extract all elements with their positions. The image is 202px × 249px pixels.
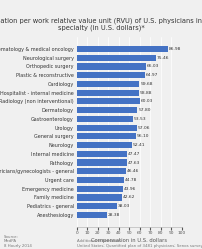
Text: 28.38: 28.38: [107, 213, 120, 217]
Text: 52.41: 52.41: [133, 143, 145, 147]
Bar: [77, 46, 168, 52]
Bar: [77, 133, 136, 139]
Bar: [77, 116, 133, 122]
Text: 47.63: 47.63: [128, 161, 140, 165]
Text: 38.03: 38.03: [118, 204, 130, 208]
Bar: [77, 55, 156, 61]
Bar: [77, 63, 146, 69]
Text: Compensation per work relative value unit (RVU) of U.S. physicians in 2013, by
s: Compensation per work relative value uni…: [0, 17, 202, 31]
Text: 58.88: 58.88: [139, 91, 152, 95]
Text: 57.80: 57.80: [138, 108, 151, 112]
Bar: [77, 81, 139, 87]
Text: Source:
MedPA
8 Hourly 2014: Source: MedPA 8 Hourly 2014: [4, 235, 32, 248]
Bar: [77, 124, 137, 131]
Text: Additional information:
United States; Quantified plan of 3481 physicians; Senos: Additional information: United States; Q…: [77, 239, 202, 248]
Text: 44.78: 44.78: [125, 178, 137, 182]
Bar: [77, 142, 132, 148]
Bar: [77, 98, 140, 105]
Bar: [77, 194, 122, 200]
Bar: [77, 212, 107, 218]
Text: 75.46: 75.46: [157, 56, 169, 60]
Bar: [77, 90, 139, 96]
Text: 60.03: 60.03: [141, 99, 153, 103]
Bar: [77, 168, 126, 174]
Text: 59.68: 59.68: [140, 82, 153, 86]
Bar: [77, 186, 123, 192]
Bar: [77, 159, 127, 166]
Text: 66.03: 66.03: [147, 64, 159, 68]
Bar: [77, 72, 145, 78]
Text: 43.96: 43.96: [124, 187, 136, 191]
Text: 56.10: 56.10: [137, 134, 149, 138]
Bar: [77, 107, 138, 113]
Text: 64.97: 64.97: [146, 73, 158, 77]
Text: 53.53: 53.53: [134, 117, 146, 121]
X-axis label: Compensation in U.S. dollars: Compensation in U.S. dollars: [91, 238, 167, 243]
Text: 47.47: 47.47: [127, 152, 140, 156]
Text: 46.46: 46.46: [126, 169, 139, 173]
Bar: [77, 151, 127, 157]
Bar: [77, 203, 117, 209]
Text: 42.62: 42.62: [122, 195, 135, 199]
Text: 57.06: 57.06: [138, 125, 150, 129]
Text: 86.98: 86.98: [169, 47, 181, 51]
Bar: [77, 177, 124, 183]
